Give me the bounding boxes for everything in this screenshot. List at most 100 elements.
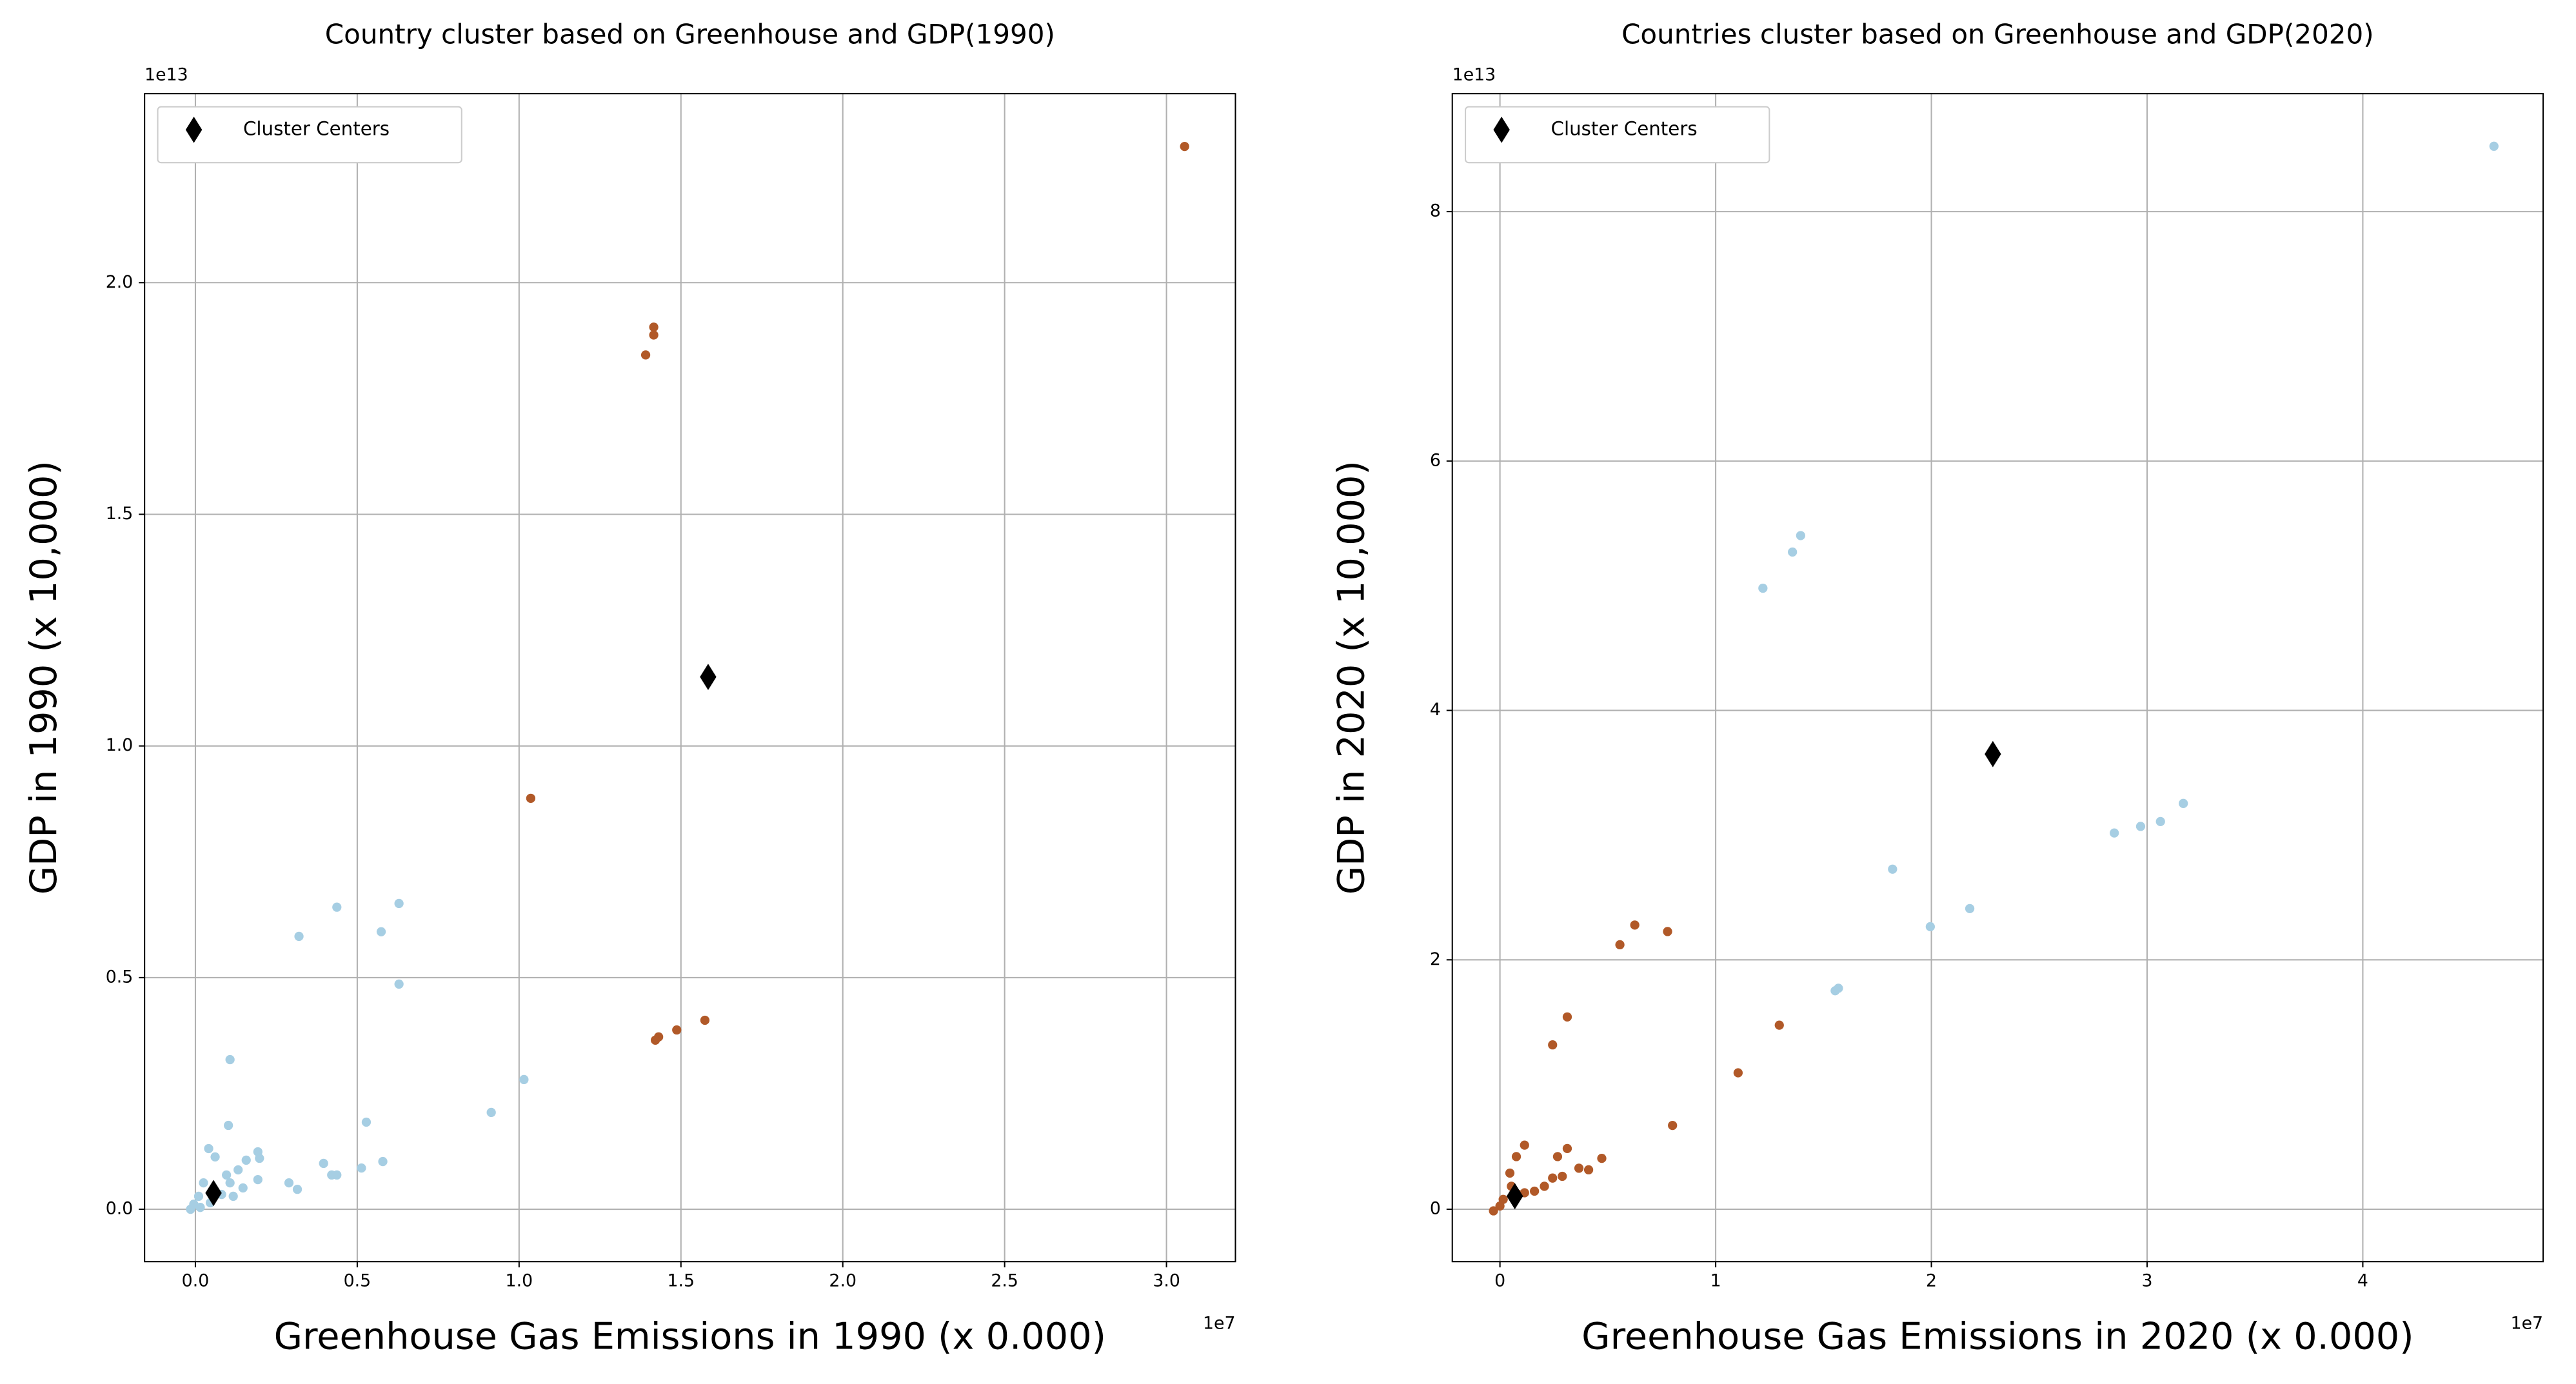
point xyxy=(225,1178,235,1188)
y-tick-label: 6 xyxy=(1430,450,1441,470)
y-tick-label: 2 xyxy=(1430,949,1441,969)
point xyxy=(1574,1163,1584,1173)
y-axis-label: GDP in 2020 (x 10,000) xyxy=(1330,460,1373,895)
chart-title: Countries cluster based on Greenhouse an… xyxy=(1621,19,2374,50)
point xyxy=(394,979,404,989)
point xyxy=(649,330,659,340)
point xyxy=(2489,141,2499,151)
point xyxy=(1630,920,1640,930)
point xyxy=(2179,798,2188,808)
point xyxy=(1180,141,1189,152)
point xyxy=(1558,1171,1567,1181)
legend-marker xyxy=(1493,116,1510,143)
point xyxy=(649,322,659,332)
cluster-center xyxy=(1985,740,2001,767)
point xyxy=(186,1204,195,1214)
x-axis-label: Greenhouse Gas Emissions in 2020 (x 0.00… xyxy=(1581,1315,2413,1358)
point xyxy=(319,1158,328,1169)
y-axis-label: GDP in 1990 (x 10,000) xyxy=(22,460,65,895)
x-axis-label: Greenhouse Gas Emissions in 1990 (x 0.00… xyxy=(274,1315,1106,1358)
x-tick-label: 4 xyxy=(2357,1270,2368,1290)
point xyxy=(1615,940,1625,950)
point xyxy=(238,1183,248,1193)
plot-frame xyxy=(1451,93,2544,1263)
point xyxy=(526,793,536,803)
y-tick-label: 2.0 xyxy=(106,272,134,292)
x-tick-label: 3.0 xyxy=(1153,1270,1180,1290)
point xyxy=(1796,531,1805,540)
y-offset: 1e13 xyxy=(144,65,188,85)
point xyxy=(1888,864,1897,874)
point xyxy=(1552,1152,1563,1162)
point xyxy=(1548,1173,1558,1183)
point xyxy=(2135,822,2146,831)
point xyxy=(640,350,651,360)
point xyxy=(357,1163,366,1173)
point xyxy=(292,1185,302,1194)
point xyxy=(1788,547,1798,557)
point xyxy=(519,1074,529,1085)
point xyxy=(1489,1206,1498,1216)
x-tick-label: 2.0 xyxy=(829,1270,857,1290)
y-tick-label: 0 xyxy=(1430,1199,1441,1219)
point xyxy=(361,1117,372,1127)
x-tick-label: 0.5 xyxy=(344,1270,372,1290)
point xyxy=(2110,828,2119,838)
x-tick-label: 1.0 xyxy=(506,1270,533,1290)
plot-frame xyxy=(144,93,1236,1263)
point xyxy=(222,1170,232,1180)
point xyxy=(195,1203,205,1212)
chart-title: Country cluster based on Greenhouse and … xyxy=(325,19,1055,50)
legend-label: Cluster Centers xyxy=(1551,118,1698,140)
point xyxy=(1540,1181,1549,1191)
point xyxy=(1562,1143,1572,1153)
point xyxy=(199,1178,208,1188)
x-offset: 1e7 xyxy=(1203,1314,1235,1334)
legend-label: Cluster Centers xyxy=(243,118,390,140)
point xyxy=(1520,1140,1529,1150)
point xyxy=(193,1191,204,1201)
y-tick-label: 0.0 xyxy=(106,1199,134,1219)
point xyxy=(332,1170,342,1180)
point xyxy=(210,1152,220,1162)
point xyxy=(233,1165,243,1175)
point xyxy=(224,1120,233,1131)
y-offset: 1e13 xyxy=(1452,65,1496,85)
point xyxy=(204,1143,213,1154)
point xyxy=(1530,1186,1540,1196)
x-tick-label: 1 xyxy=(1710,1270,1721,1290)
point xyxy=(1668,1120,1678,1131)
point xyxy=(1830,986,1840,996)
point xyxy=(378,1156,388,1167)
point xyxy=(486,1107,496,1118)
point xyxy=(255,1153,264,1163)
y-tick-label: 1.0 xyxy=(106,735,134,755)
point xyxy=(1965,904,1975,913)
point xyxy=(1562,1012,1572,1022)
x-tick-label: 0.0 xyxy=(182,1270,210,1290)
point xyxy=(650,1035,660,1045)
x-tick-label: 0 xyxy=(1494,1270,1505,1290)
point xyxy=(376,927,386,936)
point xyxy=(1495,1201,1505,1211)
point xyxy=(284,1178,294,1188)
point xyxy=(1597,1153,1607,1163)
legend-box xyxy=(157,106,462,164)
cluster-center xyxy=(1506,1183,1523,1210)
point xyxy=(332,902,342,912)
y-tick-label: 1.5 xyxy=(106,504,134,524)
point xyxy=(2155,816,2165,826)
x-tick-label: 2.5 xyxy=(991,1270,1018,1290)
point xyxy=(1733,1068,1743,1078)
point xyxy=(253,1174,263,1185)
point xyxy=(225,1054,235,1065)
legend-box xyxy=(1465,106,1770,164)
x-offset: 1e7 xyxy=(2511,1314,2543,1334)
point xyxy=(1583,1165,1594,1175)
point xyxy=(1758,583,1768,593)
point xyxy=(1505,1168,1515,1178)
legend-marker xyxy=(185,116,203,143)
y-tick-label: 8 xyxy=(1430,201,1441,221)
point xyxy=(241,1155,251,1165)
point xyxy=(700,1015,710,1025)
